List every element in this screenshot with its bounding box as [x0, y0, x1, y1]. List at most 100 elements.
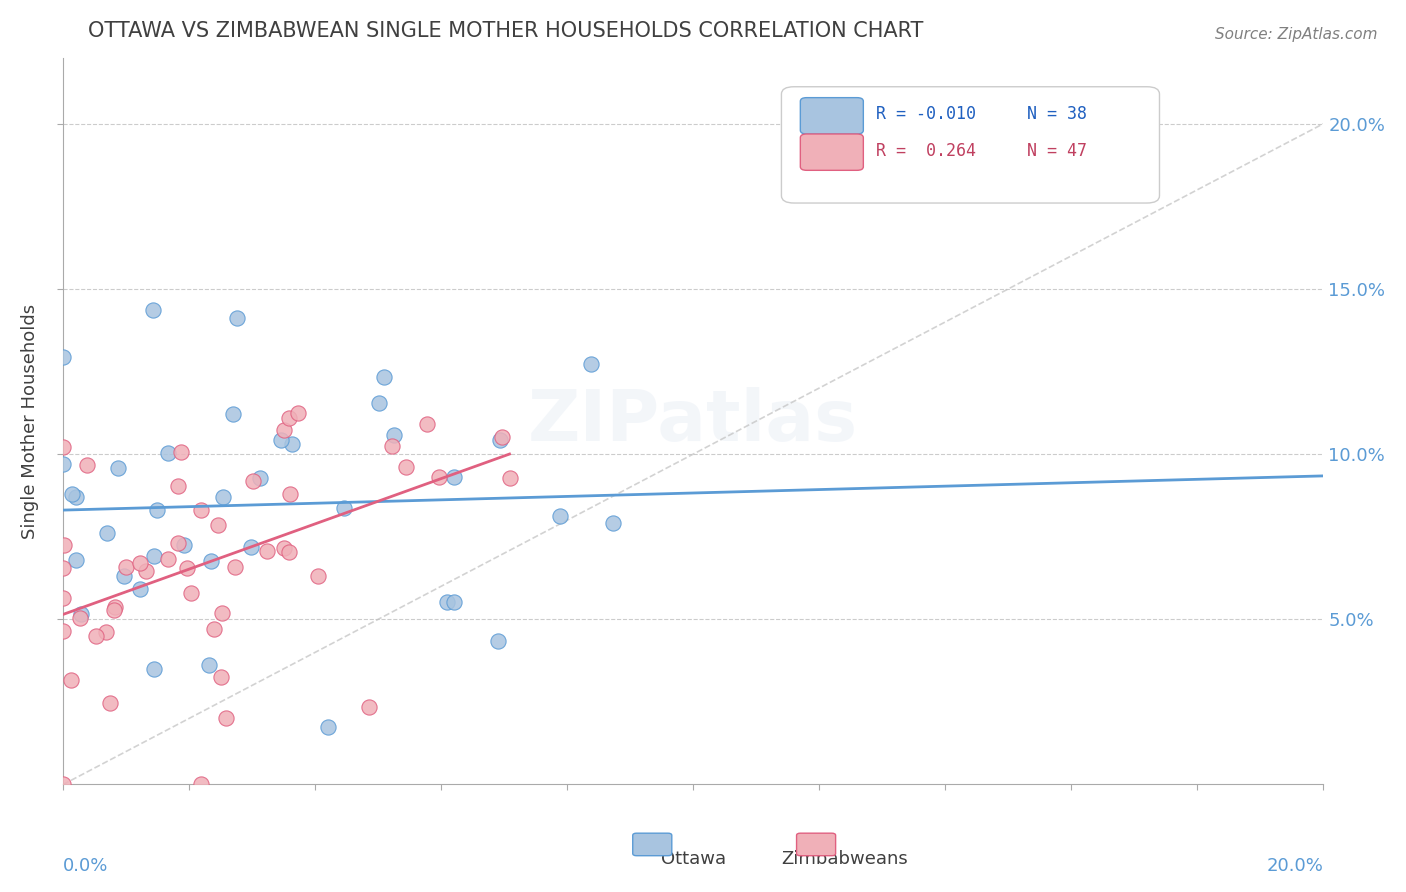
Point — [489, 434, 512, 448]
Point — [357, 699, 380, 714]
Text: Zimbabweans: Zimbabweans — [782, 850, 908, 868]
Point — [211, 607, 233, 621]
FancyBboxPatch shape — [797, 833, 835, 855]
Point — [128, 582, 150, 597]
Point — [52, 624, 75, 638]
Point — [316, 721, 339, 735]
Point — [180, 586, 202, 600]
Point — [52, 591, 75, 605]
Text: OTTAWA VS ZIMBABWEAN SINGLE MOTHER HOUSEHOLDS CORRELATION CHART: OTTAWA VS ZIMBABWEAN SINGLE MOTHER HOUSE… — [89, 21, 924, 41]
Point — [278, 487, 301, 501]
Text: 0.0%: 0.0% — [63, 857, 108, 875]
Point — [215, 711, 238, 725]
Point — [69, 611, 91, 625]
Point — [143, 549, 166, 563]
Point — [373, 369, 395, 384]
Point — [59, 673, 82, 688]
Text: 20.0%: 20.0% — [1267, 857, 1323, 875]
Point — [112, 569, 135, 583]
Point — [333, 501, 356, 516]
Text: R = -0.010: R = -0.010 — [876, 105, 976, 123]
Point — [249, 471, 271, 485]
FancyBboxPatch shape — [800, 97, 863, 134]
Point — [486, 634, 509, 648]
Point — [273, 541, 295, 555]
Point — [225, 311, 247, 326]
Point — [65, 491, 87, 505]
Point — [107, 460, 129, 475]
Point — [287, 406, 309, 420]
Point — [135, 564, 157, 578]
Point — [146, 503, 169, 517]
Point — [142, 302, 165, 317]
Point — [273, 423, 295, 437]
Point — [98, 696, 121, 710]
Point — [65, 553, 87, 567]
Point — [416, 417, 439, 431]
Point — [242, 475, 264, 489]
Point — [209, 670, 232, 684]
FancyBboxPatch shape — [800, 134, 863, 170]
Point — [167, 479, 190, 493]
Point — [52, 440, 75, 454]
Y-axis label: Single Mother Households: Single Mother Households — [21, 303, 39, 539]
Point — [579, 357, 602, 371]
Point — [367, 396, 389, 410]
Point — [103, 603, 125, 617]
Point — [394, 459, 416, 474]
Point — [224, 560, 246, 574]
Point — [167, 536, 190, 550]
Text: Source: ZipAtlas.com: Source: ZipAtlas.com — [1215, 27, 1378, 42]
Point — [76, 458, 98, 472]
Point — [200, 554, 222, 568]
Text: Ottawa: Ottawa — [661, 850, 725, 868]
Point — [52, 538, 75, 552]
Point — [157, 445, 180, 459]
Point — [270, 433, 292, 447]
Point — [190, 503, 212, 517]
Point — [491, 430, 513, 444]
Point — [173, 538, 195, 552]
Point — [381, 439, 404, 453]
Point — [96, 526, 118, 541]
Point — [197, 657, 219, 672]
Point — [498, 471, 520, 485]
FancyBboxPatch shape — [633, 833, 672, 855]
Point — [190, 777, 212, 791]
Point — [94, 625, 117, 640]
Point — [307, 568, 329, 582]
Point — [70, 607, 93, 621]
Point — [256, 544, 278, 558]
Point — [436, 595, 458, 609]
Point — [222, 408, 245, 422]
Text: N = 38: N = 38 — [1028, 105, 1087, 123]
Point — [129, 556, 152, 570]
FancyBboxPatch shape — [782, 87, 1160, 203]
Point — [240, 541, 263, 555]
Point — [382, 428, 405, 442]
Text: ZIPatlas: ZIPatlas — [529, 386, 858, 456]
Point — [157, 552, 180, 566]
Point — [548, 509, 571, 524]
Point — [52, 777, 75, 791]
Point — [277, 545, 299, 559]
Point — [84, 629, 107, 643]
Point — [170, 445, 193, 459]
Point — [280, 436, 302, 450]
Point — [52, 560, 75, 574]
Text: R =  0.264: R = 0.264 — [876, 142, 976, 160]
Point — [62, 487, 84, 501]
Point — [142, 662, 165, 676]
Point — [176, 561, 198, 575]
Point — [52, 457, 75, 471]
Point — [443, 595, 465, 609]
Point — [278, 411, 301, 425]
Point — [103, 600, 125, 615]
Point — [115, 560, 138, 574]
Text: N = 47: N = 47 — [1028, 142, 1087, 160]
Point — [207, 517, 229, 532]
Point — [443, 470, 465, 484]
Point — [602, 516, 624, 531]
Point — [202, 622, 225, 636]
Point — [427, 470, 450, 484]
